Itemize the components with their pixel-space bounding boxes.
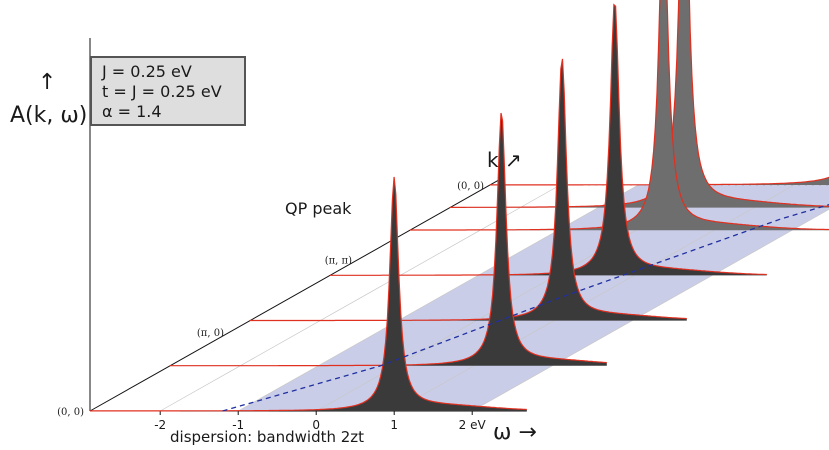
spectral-curve [330,3,767,276]
k-point-label: (0, 0) [57,407,84,418]
x-tick-label: 0 [312,418,320,432]
spectral-peak-fill [450,0,829,208]
k-axis-label: k ↗ [487,148,522,172]
grid-line [160,184,561,412]
spectral-curve [90,176,527,412]
spectral-peak-fill [170,113,607,366]
k-point-label: (π, π) [325,256,352,267]
k-axis [89,177,503,412]
k-point-label: (π, 0) [197,328,224,339]
dispersion-line [222,204,829,412]
spectral-peak-fill [490,177,829,185]
parameter-box: J = 0.25 eV t = J = 0.25 eV α = 1.4 [90,56,246,126]
grid-line [238,184,639,412]
y-axis-arrow: ↑ [38,70,57,95]
grid-line [472,209,829,412]
spectral-curve [450,0,829,208]
x-tick-label: 1 [390,418,398,432]
y-axis-label: A(k, ω) [10,103,88,128]
x-tick-label: 2 eV [459,418,487,432]
x-tick-label: -2 [154,418,166,432]
param-t: t = J = 0.25 eV [102,82,222,101]
spectral-curve [250,58,687,322]
param-alpha: α = 1.4 [102,102,162,121]
x-tick-label: -1 [232,418,244,432]
qp-peak-label: QP peak [285,199,352,218]
dispersion-band [238,185,829,411]
k-point-label: (0, 0) [457,181,484,192]
x-axis-label: ω → [493,420,537,445]
param-j: J = 0.25 eV [102,62,192,81]
dispersion-label: dispersion: bandwidth 2zt [170,428,365,446]
spectral-curve [410,0,829,231]
